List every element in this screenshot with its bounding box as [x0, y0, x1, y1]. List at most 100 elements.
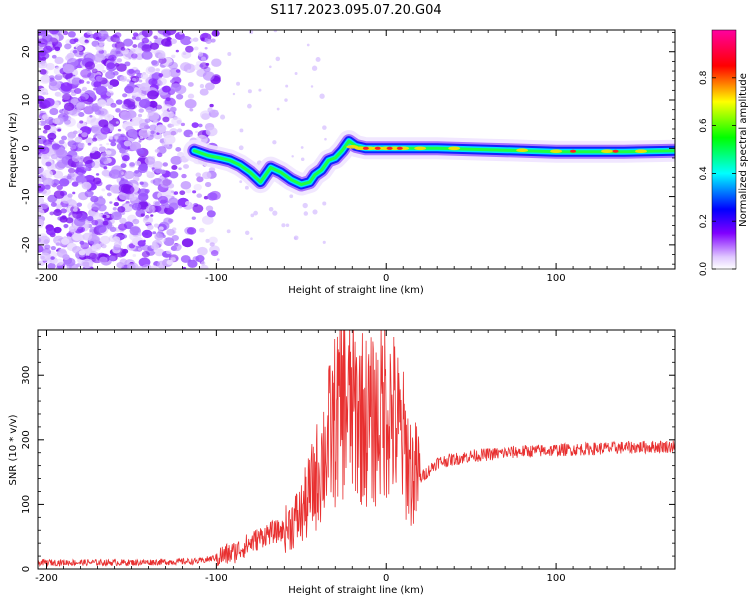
noise-speckle — [195, 130, 199, 134]
noise-speckle — [199, 62, 209, 70]
noise-speckle — [100, 156, 108, 162]
noise-speckle — [38, 218, 45, 227]
noise-speckle — [118, 223, 128, 231]
noise-speckle — [315, 56, 321, 62]
noise-speckle — [250, 237, 253, 241]
noise-speckle — [122, 234, 128, 239]
noise-speckle — [195, 255, 205, 263]
noise-speckle — [185, 188, 192, 194]
noise-speckle — [54, 74, 63, 81]
noise-speckle — [47, 262, 56, 269]
noise-speckle — [210, 38, 216, 43]
noise-speckle — [247, 103, 252, 109]
noise-speckle — [100, 126, 111, 135]
noise-speckle — [77, 129, 83, 134]
noise-speckle — [208, 236, 218, 245]
spectrogram-y-axis-label: Frequency (Hz) — [8, 112, 19, 188]
noise-speckle — [153, 35, 158, 40]
noise-speckle — [62, 30, 69, 36]
noise-speckle — [91, 68, 98, 74]
noise-speckle — [181, 173, 187, 179]
noise-speckle — [42, 114, 50, 120]
noise-speckle — [180, 35, 192, 46]
noise-speckle — [75, 263, 80, 268]
noise-speckle — [164, 203, 171, 209]
noise-speckle — [39, 75, 51, 84]
noise-speckle — [58, 139, 65, 145]
noise-speckle — [104, 113, 114, 121]
noise-speckle — [148, 100, 158, 108]
noise-speckle — [105, 214, 110, 219]
noise-speckle — [136, 148, 143, 154]
noise-speckle — [89, 252, 97, 259]
figure-title: S117.2023.095.07.20.G04 — [270, 3, 441, 18]
noise-speckle — [64, 43, 72, 50]
x-tick-label: 100 — [547, 573, 566, 584]
noise-speckle — [244, 185, 249, 190]
noise-speckle — [53, 209, 62, 217]
noise-speckle — [127, 129, 138, 138]
noise-speckle — [153, 132, 163, 140]
ridge-peak — [570, 149, 577, 153]
noise-speckle — [89, 191, 94, 195]
noise-speckle — [53, 226, 62, 234]
noise-speckle — [76, 45, 84, 52]
noise-speckle — [285, 223, 290, 228]
noise-speckle — [114, 32, 122, 38]
noise-speckle — [184, 98, 197, 109]
noise-speckle — [199, 64, 204, 68]
y-tick-label: -10 — [21, 188, 32, 204]
noise-speckle — [169, 128, 179, 136]
snr-y-ticks: 0 100 200 300 — [21, 336, 675, 572]
noise-speckle — [122, 248, 129, 254]
noise-speckle — [273, 30, 278, 33]
noise-speckle — [163, 144, 168, 148]
noise-speckle — [93, 81, 102, 88]
noise-speckle — [211, 58, 222, 67]
noise-speckle — [134, 69, 141, 75]
noise-speckle — [89, 240, 95, 245]
noise-speckle — [74, 136, 83, 143]
noise-speckle — [66, 175, 72, 180]
noise-speckle — [89, 210, 96, 217]
noise-speckle — [110, 51, 114, 55]
spectrogram-y-ticks: -20 -10 0 10 20 — [21, 32, 675, 265]
noise-speckle — [95, 85, 108, 96]
noise-speckle — [129, 226, 141, 236]
noise-speckle — [123, 140, 132, 147]
noise-speckle — [98, 119, 109, 128]
noise-speckle — [107, 84, 114, 90]
noise-speckle — [202, 71, 215, 81]
noise-speckle — [163, 134, 176, 145]
noise-speckle — [122, 93, 128, 98]
noise-speckle — [156, 125, 162, 130]
noise-speckle — [72, 191, 76, 195]
noise-speckle — [117, 206, 126, 213]
ridge-peak — [374, 146, 381, 150]
noise-speckle — [141, 44, 152, 53]
noise-speckle — [132, 36, 136, 40]
noise-speckle — [147, 90, 159, 100]
noise-speckle — [72, 207, 78, 212]
noise-speckle — [63, 223, 69, 228]
noise-speckle — [168, 197, 179, 206]
noise-speckle — [58, 178, 70, 187]
noise-speckle — [227, 52, 232, 57]
noise-speckle — [145, 205, 156, 213]
noise-speckle — [131, 202, 142, 211]
noise-speckle — [62, 93, 72, 102]
noise-speckle — [201, 171, 212, 180]
noise-speckle — [166, 249, 172, 255]
noise-speckle — [204, 47, 208, 50]
noise-speckle — [145, 66, 156, 75]
noise-speckle — [185, 45, 194, 53]
noise-speckle — [183, 164, 190, 169]
noise-speckle — [158, 195, 168, 204]
noise-speckle — [56, 184, 63, 191]
noise-speckle — [51, 54, 57, 59]
noise-speckle — [70, 144, 77, 150]
noise-speckle — [207, 107, 213, 113]
noise-speckle — [43, 154, 50, 160]
noise-speckle — [175, 69, 181, 73]
noise-speckle — [152, 231, 157, 235]
